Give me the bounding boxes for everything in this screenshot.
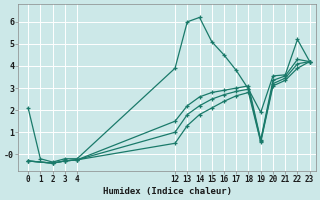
X-axis label: Humidex (Indice chaleur): Humidex (Indice chaleur) — [103, 187, 232, 196]
